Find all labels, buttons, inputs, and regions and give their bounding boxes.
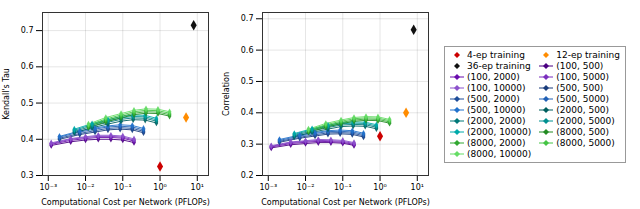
svg-text:Computational Cost per Network: Computational Cost per Network (PFLOPs) — [261, 198, 430, 207]
html-text:(500, 5000): (500, 5000) — [556, 94, 610, 104]
html-text:12-ep training: 12-ep training — [556, 50, 620, 60]
svg-text:Correlation: Correlation — [222, 72, 231, 116]
html-text:(8000, 10000): (8000, 10000) — [467, 149, 532, 159]
svg-text:0.2: 0.2 — [241, 171, 254, 180]
svg-text:0.4: 0.4 — [21, 135, 34, 144]
html-text:(8000, 500): (8000, 500) — [556, 127, 610, 137]
svg-text:0.3: 0.3 — [241, 140, 254, 149]
html-text:36-ep training: 36-ep training — [467, 61, 531, 71]
html-text:(100, 2000): (100, 2000) — [467, 72, 520, 82]
svg-text:10⁰: 10⁰ — [153, 183, 166, 192]
svg-text:10⁻²: 10⁻² — [77, 183, 95, 192]
svg-text:0.6: 0.6 — [241, 46, 254, 55]
svg-text:0.3: 0.3 — [21, 171, 34, 180]
svg-text:0.4: 0.4 — [241, 108, 254, 117]
svg-text:10⁻³: 10⁻³ — [39, 183, 57, 192]
svg-text:0.5: 0.5 — [21, 99, 34, 108]
svg-text:10⁻¹: 10⁻¹ — [114, 183, 132, 192]
svg-text:10⁻¹: 10⁻¹ — [334, 183, 352, 192]
html-text:(2000, 5000): (2000, 5000) — [556, 116, 615, 126]
html-text:(500, 2000): (500, 2000) — [467, 94, 520, 104]
svg-text:0.5: 0.5 — [241, 77, 254, 86]
svg-text:0.7: 0.7 — [241, 14, 254, 23]
html-text:(500, 10000): (500, 10000) — [467, 105, 526, 115]
svg-text:10⁻²: 10⁻² — [297, 183, 315, 192]
html-text:(2000, 500): (2000, 500) — [556, 105, 610, 115]
svg-text:10⁰: 10⁰ — [373, 183, 386, 192]
svg-text:Computational Cost per Network: Computational Cost per Network (PFLOPs) — [41, 198, 210, 207]
html-text:(8000, 2000): (8000, 2000) — [467, 138, 526, 148]
html-text:(2000, 2000): (2000, 2000) — [467, 116, 526, 126]
svg-text:Kendall's Tau: Kendall's Tau — [2, 68, 11, 120]
svg-text:10¹: 10¹ — [411, 183, 424, 192]
html-text:(100, 5000): (100, 5000) — [556, 72, 610, 82]
html-text:(100, 500): (100, 500) — [556, 61, 604, 71]
html-text:(500, 500): (500, 500) — [556, 83, 604, 93]
svg-text:0.6: 0.6 — [21, 62, 34, 71]
html-text:(2000, 10000): (2000, 10000) — [467, 127, 532, 137]
html-text:(8000, 5000): (8000, 5000) — [556, 138, 615, 148]
svg-text:0.7: 0.7 — [21, 26, 34, 35]
svg-text:10⁻³: 10⁻³ — [259, 183, 277, 192]
html-text:(100, 10000): (100, 10000) — [467, 83, 526, 93]
svg-text:10¹: 10¹ — [191, 183, 204, 192]
html-text:4-ep training: 4-ep training — [467, 50, 525, 60]
